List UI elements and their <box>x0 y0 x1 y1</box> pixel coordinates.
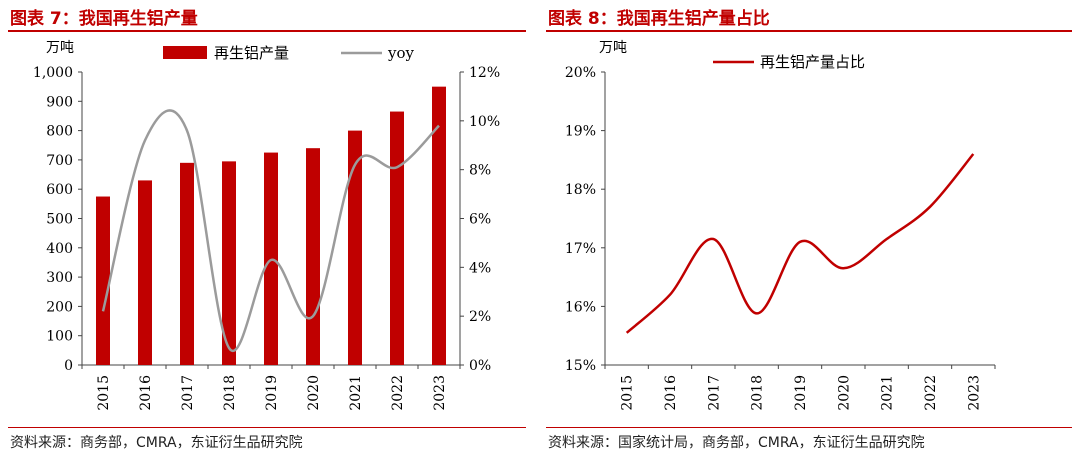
share-line <box>625 153 975 334</box>
left-y-tick-label: 600 <box>46 182 73 198</box>
x-tick-label: 2020 <box>836 375 852 411</box>
legend-line-label: 再生铝产量占比 <box>760 53 865 71</box>
y-tick-label: 18% <box>565 182 596 198</box>
right-source-note: 资料来源：国家统计局，商务部，CMRA，东证衍生品研究院 <box>548 435 925 451</box>
legend-line-label: yoy <box>387 44 415 62</box>
left-y-tick-label: 800 <box>46 124 73 140</box>
bar-2020 <box>306 148 320 365</box>
left-y-tick-label: 700 <box>46 153 73 169</box>
x-tick-label: 2016 <box>663 375 679 411</box>
left-y-tick-label: 500 <box>46 212 73 228</box>
bar-2016 <box>138 180 152 365</box>
y-tick-label: 20% <box>565 65 596 81</box>
left-y-tick-label: 900 <box>46 94 73 110</box>
left-source-note: 资料来源：商务部，CMRA，东证衍生品研究院 <box>10 435 303 451</box>
right-chart: 万吨 15% 16% 17% 18% 19% 20% 2015 2016 2017 2018 2019… <box>565 40 996 411</box>
x-tick-label: 2021 <box>348 375 364 411</box>
x-tick-label: 2022 <box>390 375 406 411</box>
left-y-tick-label: 1,000 <box>33 65 73 81</box>
x-tick-label: 2017 <box>706 375 722 411</box>
right-y-tick-label: 10% <box>469 114 500 130</box>
bar-2022 <box>390 111 404 366</box>
right-y-tick-label: 2% <box>469 309 491 325</box>
bar-2021 <box>348 130 362 365</box>
bar-2023 <box>432 86 446 366</box>
right-y-tick-label: 6% <box>469 212 491 228</box>
y-unit-label: 万吨 <box>599 40 627 56</box>
x-tick-label: 2019 <box>264 375 280 411</box>
y-tick-label: 16% <box>565 299 596 315</box>
left-source-rule <box>8 427 526 428</box>
x-tick-label: 2017 <box>180 375 196 411</box>
left-y-tick-label: 100 <box>46 329 73 345</box>
left-y-tick-label: 200 <box>46 299 73 315</box>
bar-2017 <box>180 162 194 365</box>
right-y-tick-label: 4% <box>469 260 491 276</box>
x-tick-label: 2015 <box>96 375 112 411</box>
right-y-tick-label: 12% <box>469 65 500 81</box>
x-tick-label: 2023 <box>432 375 448 411</box>
right-y-tick-label: 0% <box>469 358 491 374</box>
y-tick-label: 15% <box>565 358 596 374</box>
y-tick-label: 17% <box>565 241 596 257</box>
x-tick-label: 2015 <box>620 375 636 411</box>
right-title-rule <box>546 30 1072 32</box>
right-y-tick-label: 8% <box>469 163 491 179</box>
left-y-unit-label: 万吨 <box>46 40 74 56</box>
x-tick-label: 2023 <box>966 375 982 411</box>
x-tick-label: 2020 <box>306 375 322 411</box>
x-tick-label: 2018 <box>750 375 766 411</box>
left-title-rule <box>8 30 526 32</box>
left-chart: 万吨 0 100 200 300 400 500 600 700 800 900 1,000 0% 2% 4… <box>33 40 500 411</box>
x-tick-label: 2016 <box>138 375 154 411</box>
right-figure-title: 图表 8：我国再生铝产量占比 <box>548 9 770 29</box>
x-tick-label: 2021 <box>880 375 896 411</box>
left-y-tick-label: 400 <box>46 241 73 257</box>
y-tick-label: 19% <box>565 124 596 140</box>
yoy-line <box>101 109 440 353</box>
legend-bar-swatch <box>163 46 207 59</box>
left-y-tick-label: 300 <box>46 270 73 286</box>
bar-2015 <box>96 196 110 365</box>
left-y-tick-label: 0 <box>64 358 73 374</box>
x-tick-label: 2022 <box>923 375 939 411</box>
legend-bar-label: 再生铝产量 <box>214 44 289 62</box>
right-source-rule <box>546 427 1072 428</box>
x-tick-label: 2018 <box>222 375 238 411</box>
left-figure-title: 图表 7：我国再生铝产量 <box>10 9 198 29</box>
bar-2018 <box>222 161 236 365</box>
x-tick-label: 2019 <box>793 375 809 411</box>
